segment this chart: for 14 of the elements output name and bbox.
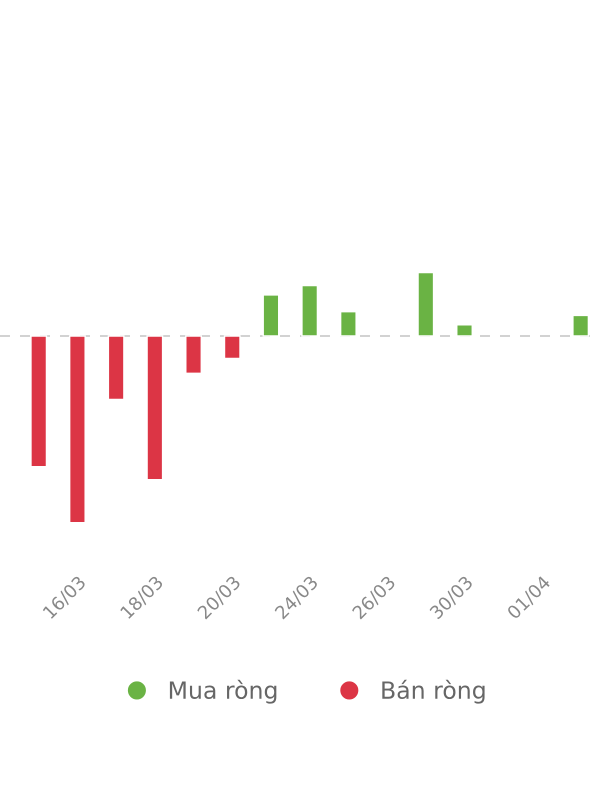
bar xyxy=(108,335,125,400)
bar xyxy=(417,272,434,337)
bar xyxy=(572,314,590,337)
bar xyxy=(262,294,280,337)
bar xyxy=(340,311,357,337)
bar xyxy=(456,324,473,337)
legend-label: Bán ròng xyxy=(382,680,485,704)
bar xyxy=(224,335,241,360)
legend-label: Mua ròng xyxy=(170,680,276,704)
bar xyxy=(30,335,48,468)
bar xyxy=(185,335,202,374)
bar xyxy=(146,335,164,480)
bar xyxy=(68,335,86,524)
bar xyxy=(301,284,318,337)
